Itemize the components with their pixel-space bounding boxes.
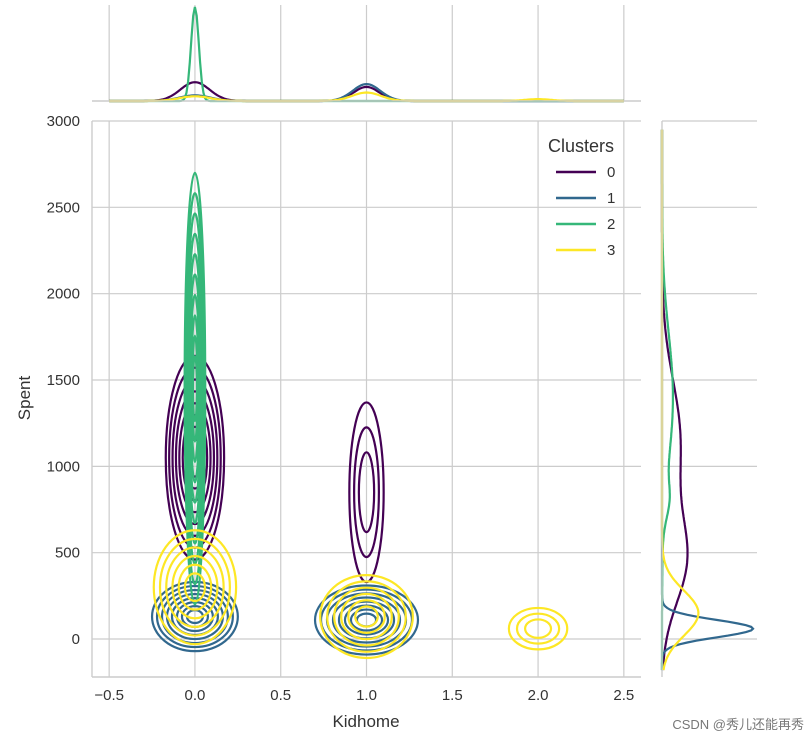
contour-ring-cluster-3 — [319, 574, 414, 660]
contour-ring-cluster-3 — [515, 612, 561, 645]
y-tick-label: 1500 — [47, 372, 80, 389]
y-tick-label: 2500 — [47, 199, 80, 216]
contour-ring-cluster-3 — [326, 580, 407, 653]
contour-ring-cluster-3 — [165, 546, 225, 629]
top-marginal-curve-cluster-3 — [109, 91, 624, 103]
contour-ring-cluster-1 — [155, 584, 234, 649]
legend-title: Clusters — [548, 136, 614, 156]
contour-ring-cluster-3 — [347, 599, 386, 634]
watermark: CSDN @秀儿还能再秀 — [672, 717, 804, 732]
right-marginal-gridlines — [662, 120, 757, 640]
x-tick-label: 0.5 — [270, 687, 291, 704]
contour-ring-cluster-3 — [177, 563, 213, 611]
contour-ring-cluster-3 — [354, 605, 379, 628]
contour-ring-cluster-1 — [160, 588, 229, 645]
contour-ring-cluster-0 — [353, 426, 380, 559]
legend-label-cluster-2: 2 — [607, 216, 615, 233]
x-tick-labels: −0.5 0.0 0.5 1.0 1.5 2.0 2.5 — [94, 687, 634, 704]
contour-ring-cluster-3 — [523, 618, 553, 639]
contour-ring-cluster-0 — [357, 451, 376, 534]
contour-ring-cluster-0 — [171, 378, 219, 537]
y-tick-label: 3000 — [47, 113, 80, 130]
contour-ring-cluster-3 — [507, 606, 569, 651]
top-marginal-gridlines — [108, 5, 625, 101]
right-marginal-curve-cluster-3 — [660, 129, 700, 671]
legend-label-cluster-3: 3 — [607, 242, 615, 259]
contour-ring-cluster-1 — [150, 580, 239, 653]
y-tick-label: 2000 — [47, 286, 80, 303]
contour-ring-cluster-3 — [340, 592, 393, 641]
contour-ring-cluster-3 — [333, 586, 400, 647]
contour-ring-cluster-3 — [183, 572, 207, 603]
y-tick-label: 0 — [72, 631, 80, 648]
right-marginal-curves — [660, 129, 755, 671]
x-tick-label: 1.5 — [442, 687, 463, 704]
y-tick-labels: 0 500 1000 1500 2000 2500 3000 — [47, 113, 80, 648]
joint-gridlines — [92, 120, 641, 677]
contour-ring-cluster-3 — [171, 555, 219, 620]
contour-ring-cluster-3 — [158, 537, 231, 637]
legend: Clusters 0 1 2 3 — [548, 136, 615, 259]
x-tick-label: 2.5 — [613, 687, 634, 704]
contour-ring-cluster-2 — [191, 354, 199, 423]
y-tick-label: 500 — [55, 545, 80, 562]
y-tick-label: 1000 — [47, 458, 80, 475]
contour-ring-cluster-3 — [152, 529, 238, 646]
contour-ring-cluster-1 — [349, 608, 384, 632]
right-marginal-curve-cluster-2 — [660, 129, 674, 671]
legend-label-cluster-0: 0 — [607, 164, 615, 181]
x-axis-label: Kidhome — [332, 712, 399, 731]
axes-lines — [91, 100, 663, 678]
x-tick-label: 2.0 — [528, 687, 549, 704]
contour-ring-cluster-0 — [178, 402, 212, 514]
contour-ring-cluster-1 — [313, 584, 420, 656]
x-tick-label: 1.0 — [356, 687, 377, 704]
contour-ring-cluster-1 — [331, 596, 402, 644]
x-tick-label: 0.0 — [185, 687, 206, 704]
y-axis-label: Spent — [15, 376, 34, 421]
joint-contours — [150, 171, 569, 660]
x-tick-label: −0.5 — [94, 687, 124, 704]
legend-label-cluster-1: 1 — [607, 190, 615, 207]
